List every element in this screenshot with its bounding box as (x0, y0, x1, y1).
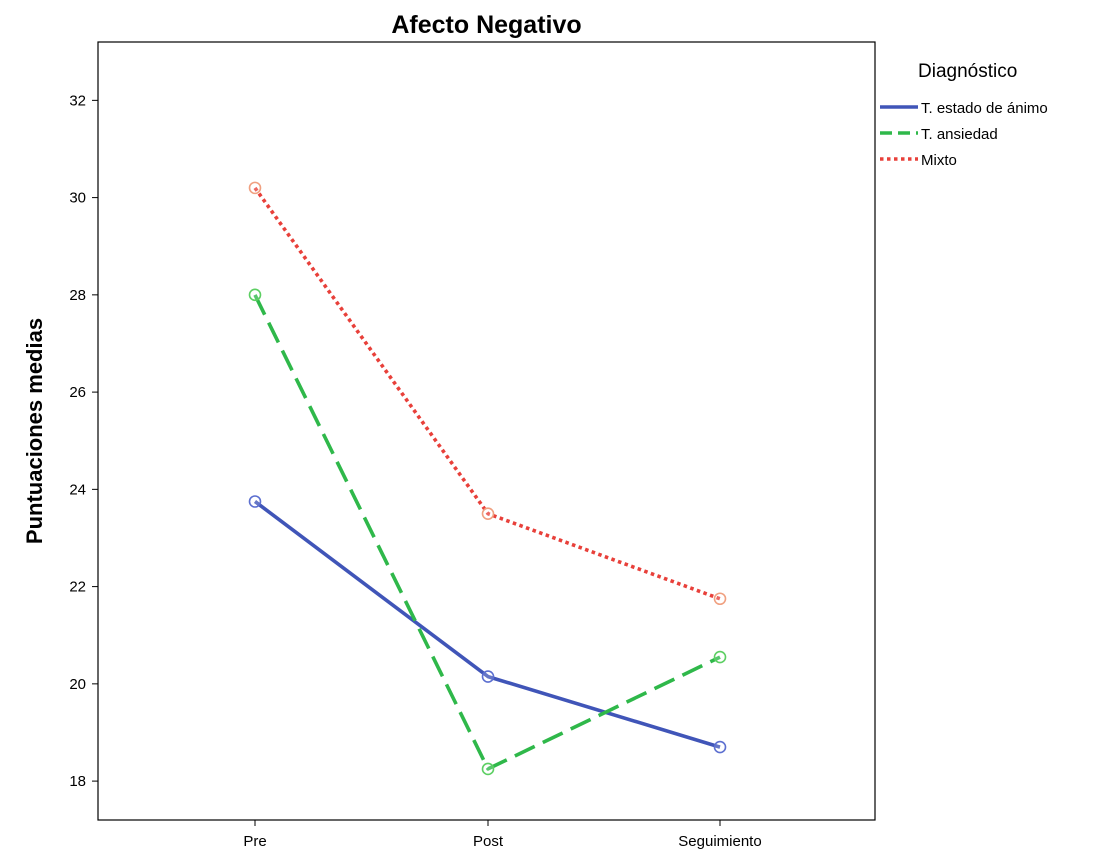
x-tick-label: Seguimiento (678, 833, 761, 850)
data-point (481, 762, 495, 776)
data-point (248, 495, 262, 508)
series-line-3 (253, 186, 721, 601)
legend-label: Mixto (921, 152, 957, 169)
x-tick-label: Post (473, 833, 504, 850)
y-axis-label: Puntuaciones medias (22, 318, 47, 544)
y-tick-label: 22 (69, 579, 86, 596)
series-line-1 (253, 500, 721, 749)
y-tick-label: 24 (69, 481, 86, 498)
x-tick-label: Pre (243, 833, 266, 850)
data-point (248, 288, 262, 302)
data-point (713, 650, 727, 664)
data-point (713, 740, 727, 754)
y-tick-label: 26 (69, 384, 86, 401)
legend-label: T. estado de ánimo (921, 100, 1048, 117)
data-point (481, 507, 495, 520)
series-line-2 (253, 294, 721, 771)
chart-title: Afecto Negativo (391, 11, 581, 39)
legend-title: Diagnóstico (918, 61, 1017, 82)
y-tick-label: 20 (69, 676, 86, 693)
plot-frame (97, 41, 876, 821)
plot-area: 18 20 22 24 26 28 30 32 Pre Post Seguimiento (69, 41, 876, 850)
data-point (481, 670, 495, 683)
y-tick-label: 28 (69, 287, 86, 304)
legend-label: T. ansiedad (921, 126, 998, 143)
y-tick-label: 32 (69, 92, 86, 109)
data-point (713, 592, 727, 606)
data-point (248, 181, 262, 195)
legend: Diagnóstico T. estado de ánimo T. ansieda… (880, 61, 1048, 169)
y-tick-label: 30 (69, 190, 86, 207)
y-tick-label: 18 (69, 773, 86, 790)
